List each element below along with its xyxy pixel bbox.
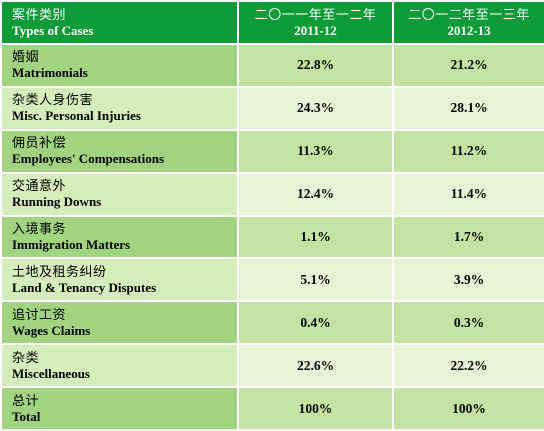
case-type-cell: 总计 Total xyxy=(0,386,239,431)
case-type-cell: 杂类 Miscellaneous xyxy=(0,343,239,389)
value-2012-13: 21.2% xyxy=(392,43,544,88)
case-type-en: Total xyxy=(12,408,41,424)
value-2012-13: 100% xyxy=(392,386,544,431)
case-type-cell: 杂类人身伤害 Misc. Personal Injuries xyxy=(0,85,239,131)
table-row-total: 总计 Total 100% 100% xyxy=(0,386,544,431)
value-2012-13: 0.3% xyxy=(392,300,544,346)
value-2012-13: 11.4% xyxy=(392,171,544,217)
case-type-zh: 杂类 xyxy=(12,349,40,365)
case-type-en: Misc. Personal Injuries xyxy=(12,108,141,124)
value-2012-13: 1.7% xyxy=(392,214,544,260)
case-type-en: Miscellaneous xyxy=(12,365,90,381)
header-2011-12-en: 2011-12 xyxy=(294,22,337,38)
header-case-types-zh: 案件类别 xyxy=(12,6,67,22)
case-type-cell: 交通意外 Running Downs xyxy=(0,171,239,217)
case-type-zh: 土地及租务纠纷 xyxy=(12,263,107,279)
table-row: 交通意外 Running Downs 12.4% 11.4% xyxy=(0,171,544,217)
table-row: 入境事务 Immigration Matters 1.1% 1.7% xyxy=(0,214,544,260)
value-2011-12: 22.8% xyxy=(237,43,394,88)
case-type-cell: 婚姻 Matrimonials xyxy=(0,43,239,88)
case-type-en: Immigration Matters xyxy=(12,237,131,252)
case-type-en: Land & Tenancy Disputes xyxy=(12,279,157,295)
case-type-cell: 土地及租务纠纷 Land & Tenancy Disputes xyxy=(0,257,239,303)
case-type-zh: 佣员补偿 xyxy=(12,135,67,151)
value-2011-12: 24.3% xyxy=(237,85,394,131)
header-2011-12-zh: 二〇一一年至一二年 xyxy=(254,6,377,22)
case-type-en: Running Downs xyxy=(12,194,102,210)
header-2011-12: 二〇一一年至一二年 2011-12 xyxy=(237,0,394,45)
case-type-zh: 总计 xyxy=(12,392,40,408)
case-type-zh: 交通意外 xyxy=(12,178,67,194)
value-2011-12: 100% xyxy=(237,386,394,431)
header-2012-13-en: 2012-13 xyxy=(447,22,491,38)
header-case-types: 案件类别 Types of Cases xyxy=(0,0,239,45)
case-type-en: Matrimonials xyxy=(12,65,88,81)
case-type-cell: 追讨工资 Wages Claims xyxy=(0,300,239,346)
case-type-en: Wages Claims xyxy=(12,322,91,338)
case-type-cell: 入境事务 Immigration Matters xyxy=(0,214,239,260)
value-2012-13: 22.2% xyxy=(392,343,544,389)
header-case-types-en: Types of Cases xyxy=(12,22,94,38)
table-header-row: 案件类别 Types of Cases 二〇一一年至一二年 2011-12 二〇… xyxy=(0,0,544,45)
value-2011-12: 5.1% xyxy=(237,257,394,303)
header-2012-13: 二〇一二年至一三年 2012-13 xyxy=(392,0,544,45)
case-type-cell: 佣员补偿 Employees' Compensations xyxy=(0,128,239,174)
table-row: 杂类人身伤害 Misc. Personal Injuries 24.3% 28.… xyxy=(0,85,544,131)
value-2011-12: 1.1% xyxy=(237,214,394,260)
case-type-en: Employees' Compensations xyxy=(12,151,165,167)
value-2012-13: 11.2% xyxy=(392,128,544,174)
value-2011-12: 22.6% xyxy=(237,343,394,389)
table-row: 婚姻 Matrimonials 22.8% 21.2% xyxy=(0,43,544,88)
value-2011-12: 12.4% xyxy=(237,171,394,217)
table-row: 追讨工资 Wages Claims 0.4% 0.3% xyxy=(0,300,544,346)
case-type-zh: 追讨工资 xyxy=(12,306,67,322)
case-type-zh: 杂类人身伤害 xyxy=(12,92,94,108)
header-2012-13-zh: 二〇一二年至一三年 xyxy=(408,6,530,22)
case-type-zh: 入境事务 xyxy=(12,221,67,236)
case-type-zh: 婚姻 xyxy=(12,49,40,65)
value-2011-12: 0.4% xyxy=(237,300,394,346)
table-row: 杂类 Miscellaneous 22.6% 22.2% xyxy=(0,343,544,389)
value-2012-13: 3.9% xyxy=(392,257,544,303)
value-2012-13: 28.1% xyxy=(392,85,544,131)
table-row: 土地及租务纠纷 Land & Tenancy Disputes 5.1% 3.9… xyxy=(0,257,544,303)
value-2011-12: 11.3% xyxy=(237,128,394,174)
table-row: 佣员补偿 Employees' Compensations 11.3% 11.2… xyxy=(0,128,544,174)
